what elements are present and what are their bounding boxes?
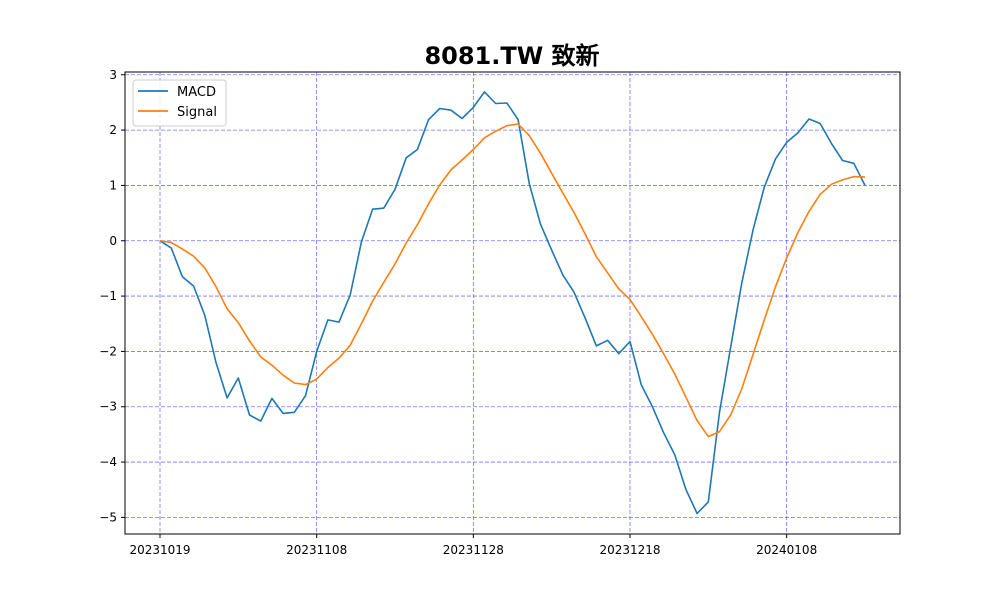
legend-label: Signal [177,105,217,120]
series-line-signal [159,123,866,438]
legend: MACD Signal [132,79,227,127]
legend-label: MACD [177,85,216,100]
chart-title: 8081.TW 致新 [424,42,599,70]
x-tick-label: 20240108 [756,543,817,557]
y-tick-label: −1 [99,289,117,303]
x-tick-label: 20231019 [129,543,190,557]
y-tick-label: 2 [109,123,117,137]
axis-ticks: 3 2 1 0 −1 −2 −3 −4 −5 20231019 20231108 20231128 20… [99,68,817,557]
x-tick-label: 20231218 [599,543,660,557]
y-tick-label: 0 [109,234,117,248]
y-tick-label: −4 [99,455,117,469]
x-tick-label: 20231108 [286,543,347,557]
plot-area [124,71,901,535]
y-tick-label: −2 [99,344,117,358]
series-layer [159,91,866,515]
grid [125,72,900,534]
y-tick-label: −5 [99,510,117,524]
y-tick-label: 3 [109,68,117,82]
y-tick-label: −3 [99,400,117,414]
y-tick-label: 1 [109,178,117,192]
series-line-macd [159,91,866,515]
x-tick-label: 20231128 [443,543,504,557]
